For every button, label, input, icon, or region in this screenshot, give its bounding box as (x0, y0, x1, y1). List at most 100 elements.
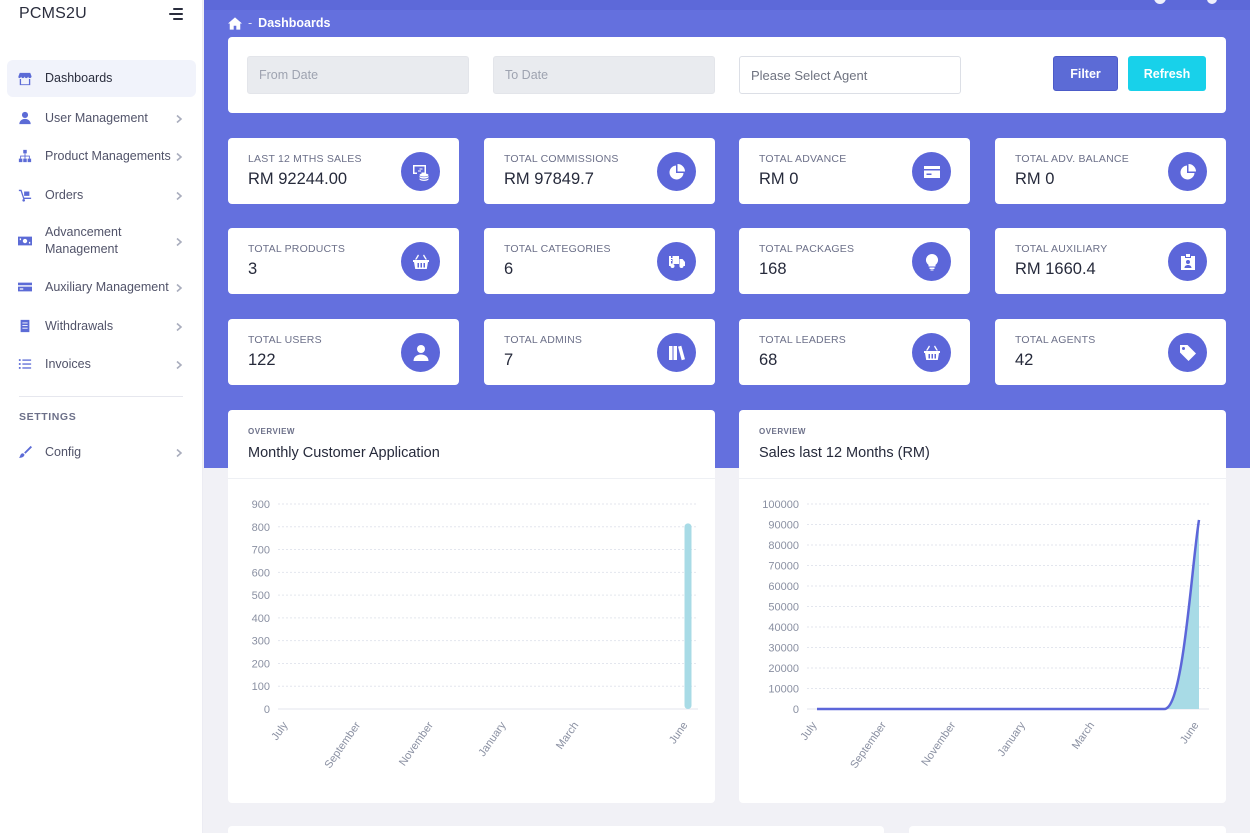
stat-label: TOTAL AUXILIARY (1015, 243, 1108, 255)
y-tick-label: 0 (264, 704, 270, 716)
chevron-right-icon (174, 190, 184, 201)
breadcrumb-current: Dashboards (258, 16, 331, 30)
y-tick-label: 100 (252, 681, 270, 693)
basket-icon (912, 333, 951, 372)
x-tick-label: September (322, 720, 363, 771)
chevron-right-icon (174, 447, 184, 458)
chart-overline: OVERVIEW (248, 427, 295, 436)
sidebar-item-invoices[interactable]: Invoices (7, 354, 196, 374)
brand-logo[interactable]: PCMS2U (19, 5, 87, 22)
chevron-right-icon (174, 359, 184, 370)
stat-label: TOTAL LEADERS (759, 334, 847, 346)
sidebar-item-advancement-management[interactable]: Advancement Management (7, 223, 196, 259)
sidebar-item-user-management[interactable]: User Management (7, 108, 196, 128)
money-coins-icon (401, 152, 440, 191)
x-tick-label: January (996, 719, 1029, 758)
dolly-icon (18, 188, 32, 202)
credit-card-icon (18, 280, 32, 294)
stat-value: RM 97849.7 (504, 170, 594, 188)
x-tick-label: June (1178, 720, 1202, 746)
refresh-button[interactable]: Refresh (1128, 56, 1206, 91)
sidebar-item-label: Dashboards (45, 71, 113, 85)
pie-chart-icon (1168, 152, 1207, 191)
chart-header: OVERVIEW Sales last 12 Months (RM) (739, 410, 1226, 479)
stat-value: 42 (1015, 351, 1034, 369)
y-tick-label: 800 (252, 522, 270, 534)
stat-card-users: TOTAL USERS 122 (228, 319, 459, 385)
y-tick-label: 20000 (768, 663, 799, 675)
menu-toggle-icon[interactable] (169, 8, 183, 20)
filter-button[interactable]: Filter (1053, 56, 1118, 91)
y-tick-label: 30000 (768, 643, 799, 655)
stat-label: TOTAL ADMINS (504, 334, 583, 346)
sidebar-item-withdrawals[interactable]: Withdrawals (7, 316, 196, 336)
stat-label: TOTAL AGENTS (1015, 334, 1096, 346)
user-menu-icon[interactable] (1207, 0, 1217, 4)
stat-value: 6 (504, 260, 514, 278)
sidebar-item-product-managements[interactable]: Product Managements (7, 146, 196, 166)
sidebar-item-config[interactable]: Config (7, 442, 196, 462)
sidebar-item-orders[interactable]: Orders (7, 185, 196, 205)
chevron-right-icon (174, 321, 184, 332)
chevron-right-icon (174, 282, 184, 293)
x-tick-label: July (269, 719, 290, 742)
stat-value: RM 92244.00 (248, 170, 348, 188)
brush-icon (18, 445, 32, 459)
stat-label: LAST 12 MTHS SALES (248, 153, 362, 165)
books-icon (657, 333, 696, 372)
sidebar-item-label: Config (45, 444, 82, 459)
settings-heading: SETTINGS (19, 411, 77, 423)
chart-title: Sales last 12 Months (RM) (759, 445, 930, 461)
x-tick-label: September (848, 720, 889, 771)
stat-card-agents: TOTAL AGENTS 42 (995, 319, 1226, 385)
y-tick-label: 900 (252, 499, 270, 511)
stat-label: TOTAL CATEGORIES (504, 243, 611, 255)
money-bill-icon (18, 234, 32, 248)
sidebar-item-label: Orders (45, 187, 84, 202)
stat-value: 68 (759, 351, 778, 369)
bar[interactable] (684, 523, 692, 709)
y-tick-label: 600 (252, 567, 270, 579)
stat-label: TOTAL PRODUCTS (248, 243, 346, 255)
stat-label: TOTAL PACKAGES (759, 243, 855, 255)
y-tick-label: 100000 (762, 499, 799, 511)
basket-icon (401, 242, 440, 281)
stat-value: 7 (504, 351, 514, 369)
stat-card-sales: LAST 12 MTHS SALES RM 92244.00 (228, 138, 459, 204)
stat-card-products: TOTAL PRODUCTS 3 (228, 228, 459, 294)
sidebar-item-label: Withdrawals (45, 318, 114, 333)
sidebar-item-dashboards[interactable]: Dashboards (7, 60, 196, 97)
dolly-icon (657, 242, 696, 281)
x-tick-label: June (667, 720, 691, 746)
to-date-input[interactable]: To Date (493, 56, 715, 94)
sidebar-divider (19, 396, 183, 397)
x-tick-label: March (1070, 720, 1097, 752)
stat-label: TOTAL USERS (248, 334, 322, 346)
card-bottom-right (909, 826, 1226, 833)
stat-value: 168 (759, 260, 787, 278)
y-tick-label: 500 (252, 590, 270, 602)
y-tick-label: 700 (252, 545, 270, 557)
y-tick-label: 40000 (768, 622, 799, 634)
home-icon[interactable] (228, 16, 242, 30)
stat-card-packages: TOTAL PACKAGES 168 (739, 228, 970, 294)
area-fill (817, 519, 1199, 709)
tag-icon (1168, 333, 1207, 372)
stat-card-advance: TOTAL ADVANCE RM 0 (739, 138, 970, 204)
stat-card-auxiliary: TOTAL AUXILIARY RM 1660.4 (995, 228, 1226, 294)
agent-select[interactable]: Please Select Agent (739, 56, 961, 94)
stat-value: RM 1660.4 (1015, 260, 1096, 278)
sidebar-item-auxiliary-management[interactable]: Auxiliary Management (7, 277, 196, 297)
stat-label: TOTAL ADVANCE (759, 153, 847, 165)
bulb-icon[interactable] (1154, 0, 1166, 4)
y-tick-label: 10000 (768, 684, 799, 696)
stat-value: 122 (248, 351, 276, 369)
list-icon (18, 357, 32, 371)
y-tick-label: 80000 (768, 540, 799, 552)
sales-line[interactable] (816, 519, 1201, 711)
user-icon (18, 111, 32, 125)
chart-header: OVERVIEW Monthly Customer Application (228, 410, 715, 479)
chevron-right-icon (174, 113, 184, 124)
from-date-input[interactable]: From Date (247, 56, 469, 94)
store-icon (18, 72, 32, 86)
